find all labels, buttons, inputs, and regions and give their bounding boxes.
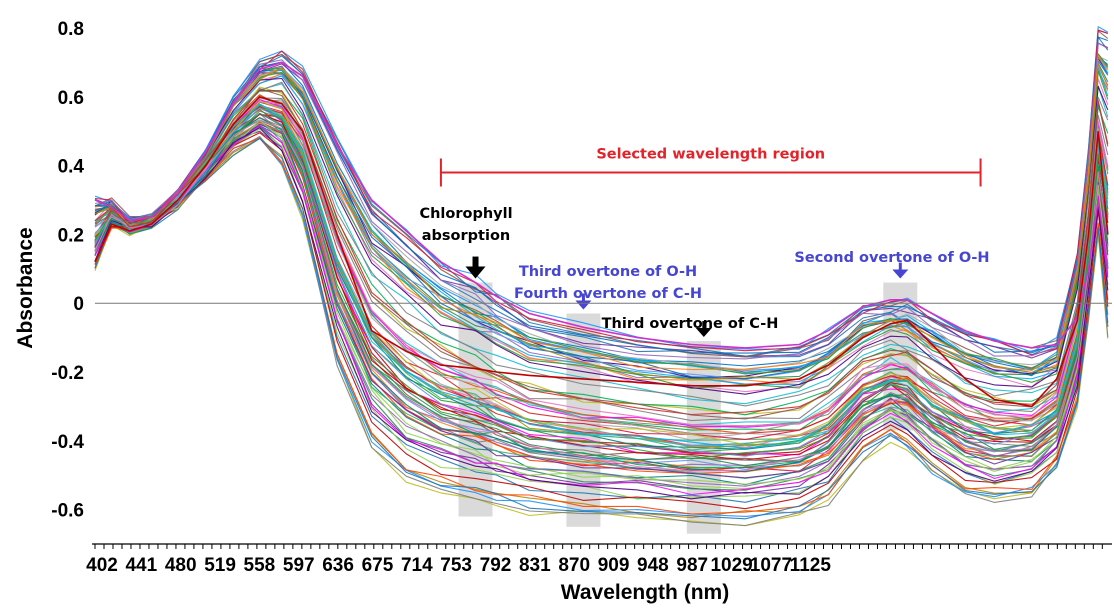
x-tick-label: 792 bbox=[480, 555, 512, 576]
annotation-arrow-head bbox=[465, 266, 486, 279]
spectrum-line bbox=[94, 121, 1109, 475]
annotation-label: Chlorophyll bbox=[419, 206, 512, 222]
annotation-arrow-head bbox=[575, 300, 592, 310]
annotation-label: Third overtone of O-H bbox=[519, 264, 697, 280]
annotation-arrow-shaft bbox=[898, 262, 902, 270]
y-axis-title: Absorbance bbox=[14, 227, 37, 348]
spectrum-line bbox=[94, 81, 1109, 407]
x-tick-label: 675 bbox=[362, 555, 394, 576]
y-tick-label: 0.4 bbox=[58, 157, 85, 178]
x-tick-label: 1125 bbox=[790, 555, 832, 576]
spectrum-line bbox=[94, 130, 1109, 494]
x-tick-label: 597 bbox=[283, 555, 315, 576]
region-label: Selected wavelength region bbox=[596, 146, 825, 162]
spectrum-line bbox=[94, 137, 1109, 520]
x-tick-label: 480 bbox=[165, 555, 197, 576]
highlight-spectrum-2 bbox=[94, 95, 1109, 408]
x-tick-label: 870 bbox=[558, 555, 590, 576]
spectrum-line bbox=[94, 123, 1109, 479]
spectrum-line bbox=[94, 66, 1109, 385]
x-tick-label: 402 bbox=[86, 555, 118, 576]
y-tick-label: -0.6 bbox=[51, 501, 84, 522]
spectrum-line bbox=[94, 88, 1109, 420]
y-tick-label: 0 bbox=[73, 294, 84, 315]
x-axis-title: Wavelength (nm) bbox=[561, 581, 729, 604]
x-tick-label: 519 bbox=[204, 555, 236, 576]
spectrum-line bbox=[94, 107, 1109, 457]
annotation-label: Second overtone of O-H bbox=[794, 250, 989, 266]
spectrum-line bbox=[94, 124, 1109, 486]
spectrum-line bbox=[94, 29, 1108, 357]
x-tick-label: 753 bbox=[440, 555, 472, 576]
annotation-label: Fourth overtone of C-H bbox=[514, 286, 702, 302]
annotation-arrow-shaft bbox=[581, 293, 585, 301]
spectrum-line bbox=[94, 110, 1109, 460]
plot-area: Selected wavelength region Chlorophyll abs… bbox=[94, 26, 1109, 534]
spectrum-line bbox=[94, 42, 1109, 359]
spectrum-line bbox=[94, 30, 1109, 358]
x-tick-label: 714 bbox=[401, 555, 433, 576]
spectrum-line bbox=[94, 124, 1109, 496]
y-tick-label: -0.2 bbox=[51, 363, 84, 384]
y-tick-label: -0.4 bbox=[51, 432, 84, 453]
spectrum-line bbox=[94, 137, 1109, 515]
annotation-arrow-shaft bbox=[702, 321, 706, 329]
annotation-arrow-head bbox=[892, 269, 909, 279]
spectrum-line bbox=[94, 119, 1109, 472]
annotation-label: absorption bbox=[422, 228, 510, 244]
x-tick-label: 909 bbox=[598, 555, 630, 576]
annotation-label: Third overtone of C-H bbox=[602, 316, 779, 332]
x-tick-label: 987 bbox=[676, 555, 708, 576]
x-tick-label: 441 bbox=[125, 555, 157, 576]
spectrum-line bbox=[94, 100, 1109, 446]
annotation-arrow-head bbox=[695, 328, 712, 338]
x-tick-label: 948 bbox=[637, 555, 669, 576]
x-tick-label: 831 bbox=[519, 555, 551, 576]
x-tick-label: 636 bbox=[322, 555, 354, 576]
x-tick-label: 1077 bbox=[750, 555, 792, 576]
axes: 402 441 480 519 558 597 636 675 714 753 792 831 870 9… bbox=[51, 19, 1112, 576]
spectrum-line bbox=[94, 63, 1109, 381]
x-tick-label: 558 bbox=[244, 555, 276, 576]
spectrum-line bbox=[94, 132, 1109, 510]
spectrum-line bbox=[94, 127, 1109, 500]
y-tick-label: 0.6 bbox=[58, 88, 84, 109]
annotation-arrow-shaft bbox=[472, 256, 479, 267]
y-tick-label: 0.2 bbox=[58, 225, 84, 246]
x-tick-label: 1029 bbox=[710, 555, 752, 576]
y-tick-label: 0.8 bbox=[58, 19, 84, 40]
spectrum-line bbox=[94, 135, 1109, 527]
spectrum-line bbox=[94, 77, 1109, 395]
highlight-spectrum-1 bbox=[94, 61, 1109, 349]
